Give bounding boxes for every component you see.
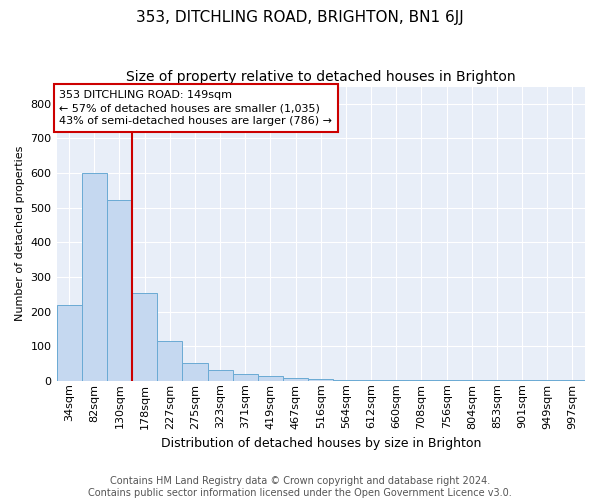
Bar [283, 378, 308, 381]
Bar [107, 200, 132, 381]
Text: Contains HM Land Registry data © Crown copyright and database right 2024.
Contai: Contains HM Land Registry data © Crown c… [88, 476, 512, 498]
Bar [409, 380, 434, 381]
Bar [56, 306, 82, 381]
Bar [334, 380, 359, 381]
Title: Size of property relative to detached houses in Brighton: Size of property relative to detached ho… [126, 70, 515, 84]
Y-axis label: Number of detached properties: Number of detached properties [15, 146, 25, 322]
Text: 353, DITCHLING ROAD, BRIGHTON, BN1 6JJ: 353, DITCHLING ROAD, BRIGHTON, BN1 6JJ [136, 10, 464, 25]
Bar [208, 370, 233, 381]
Bar [82, 173, 107, 381]
Bar [157, 341, 182, 381]
Bar [308, 380, 334, 381]
Text: 353 DITCHLING ROAD: 149sqm
← 57% of detached houses are smaller (1,035)
43% of s: 353 DITCHLING ROAD: 149sqm ← 57% of deta… [59, 90, 332, 126]
Bar [258, 376, 283, 381]
X-axis label: Distribution of detached houses by size in Brighton: Distribution of detached houses by size … [161, 437, 481, 450]
Bar [233, 374, 258, 381]
Bar [359, 380, 383, 381]
Bar [383, 380, 409, 381]
Bar [182, 363, 208, 381]
Bar [132, 292, 157, 381]
